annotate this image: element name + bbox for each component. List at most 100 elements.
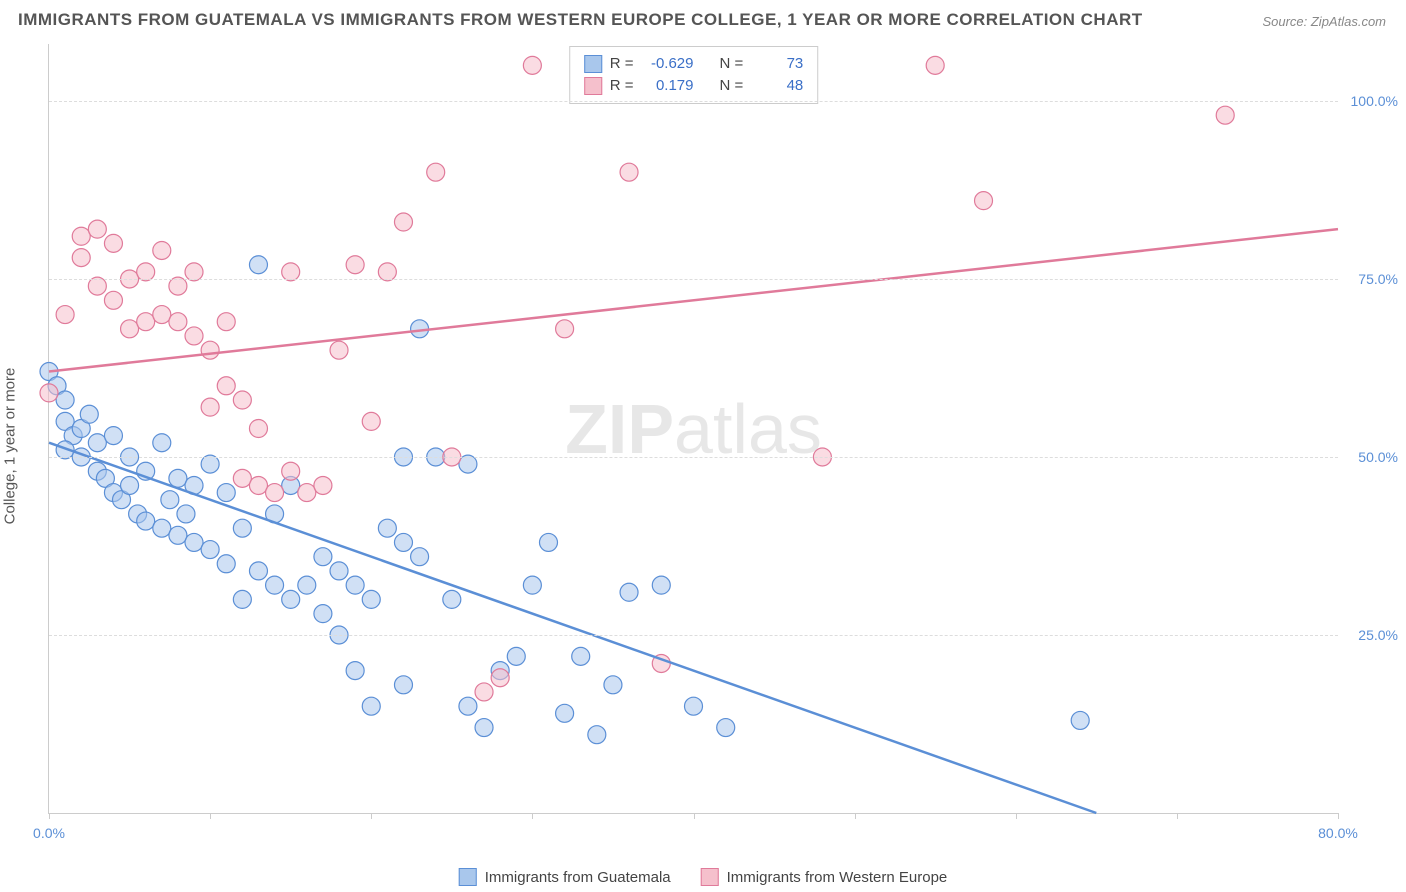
x-tick <box>210 813 211 819</box>
gridline <box>49 279 1338 280</box>
r-value-guatemala: -0.629 <box>642 53 694 75</box>
y-tick-label: 100.0% <box>1343 93 1398 109</box>
data-point <box>153 241 171 259</box>
data-point <box>507 647 525 665</box>
y-tick-label: 50.0% <box>1343 449 1398 465</box>
data-point <box>362 590 380 608</box>
n-label: N = <box>720 75 744 97</box>
data-point <box>330 562 348 580</box>
data-point <box>282 590 300 608</box>
data-point <box>717 719 735 737</box>
r-label: R = <box>610 53 634 75</box>
data-point <box>427 163 445 181</box>
x-tick-label: 80.0% <box>1318 825 1358 841</box>
data-point <box>588 726 606 744</box>
data-point <box>459 697 477 715</box>
data-point <box>217 377 235 395</box>
x-tick <box>371 813 372 819</box>
plot-area: ZIPatlas R = -0.629 N = 73 R = 0.179 N =… <box>48 44 1338 814</box>
y-axis-label: College, 1 year or more <box>2 368 19 525</box>
chart-container: IMMIGRANTS FROM GUATEMALA VS IMMIGRANTS … <box>0 0 1406 892</box>
bottom-legend: Immigrants from Guatemala Immigrants fro… <box>459 868 948 886</box>
data-point <box>266 576 284 594</box>
data-point <box>539 533 557 551</box>
data-point <box>491 669 509 687</box>
legend-swatch-western-europe <box>701 868 719 886</box>
data-point <box>169 313 187 331</box>
r-label: R = <box>610 75 634 97</box>
x-tick <box>1338 813 1339 819</box>
gridline <box>49 101 1338 102</box>
n-label: N = <box>720 53 744 75</box>
x-tick <box>694 813 695 819</box>
data-point <box>185 533 203 551</box>
data-point <box>169 526 187 544</box>
stats-row-guatemala: R = -0.629 N = 73 <box>584 53 804 75</box>
x-tick <box>1016 813 1017 819</box>
gridline <box>49 635 1338 636</box>
scatter-plot-svg <box>49 44 1338 813</box>
data-point <box>362 412 380 430</box>
n-value-guatemala: 73 <box>751 53 803 75</box>
data-point <box>975 192 993 210</box>
data-point <box>394 533 412 551</box>
data-point <box>80 405 98 423</box>
data-point <box>652 576 670 594</box>
x-tick-label: 0.0% <box>33 825 65 841</box>
data-point <box>121 320 139 338</box>
data-point <box>620 583 638 601</box>
data-point <box>523 576 541 594</box>
r-value-western-europe: 0.179 <box>642 75 694 97</box>
data-point <box>249 476 267 494</box>
data-point <box>233 519 251 537</box>
data-point <box>378 519 396 537</box>
data-point <box>249 256 267 274</box>
swatch-western-europe <box>584 77 602 95</box>
data-point <box>1071 711 1089 729</box>
data-point <box>121 476 139 494</box>
data-point <box>201 541 219 559</box>
data-point <box>346 576 364 594</box>
data-point <box>346 256 364 274</box>
data-point <box>475 683 493 701</box>
data-point <box>104 234 122 252</box>
data-point <box>233 469 251 487</box>
data-point <box>556 320 574 338</box>
data-point <box>249 420 267 438</box>
data-point <box>153 434 171 452</box>
data-point <box>153 306 171 324</box>
data-point <box>298 576 316 594</box>
data-point <box>56 391 74 409</box>
x-tick <box>532 813 533 819</box>
data-point <box>40 384 58 402</box>
data-point <box>217 313 235 331</box>
trend-line <box>49 229 1338 371</box>
data-point <box>233 391 251 409</box>
data-point <box>314 548 332 566</box>
trend-line <box>49 443 1096 813</box>
legend-label-western-europe: Immigrants from Western Europe <box>727 869 948 886</box>
source-attribution: Source: ZipAtlas.com <box>1262 14 1386 29</box>
data-point <box>217 484 235 502</box>
data-point <box>104 291 122 309</box>
correlation-stats-box: R = -0.629 N = 73 R = 0.179 N = 48 <box>569 46 819 104</box>
data-point <box>394 213 412 231</box>
data-point <box>346 662 364 680</box>
data-point <box>926 56 944 74</box>
data-point <box>177 505 195 523</box>
data-point <box>282 462 300 480</box>
data-point <box>185 327 203 345</box>
data-point <box>298 484 316 502</box>
data-point <box>523 56 541 74</box>
data-point <box>88 434 106 452</box>
data-point <box>88 220 106 238</box>
data-point <box>443 590 461 608</box>
data-point <box>330 341 348 359</box>
swatch-guatemala <box>584 55 602 73</box>
gridline <box>49 457 1338 458</box>
data-point <box>620 163 638 181</box>
data-point <box>572 647 590 665</box>
x-tick <box>855 813 856 819</box>
data-point <box>169 469 187 487</box>
data-point <box>411 548 429 566</box>
